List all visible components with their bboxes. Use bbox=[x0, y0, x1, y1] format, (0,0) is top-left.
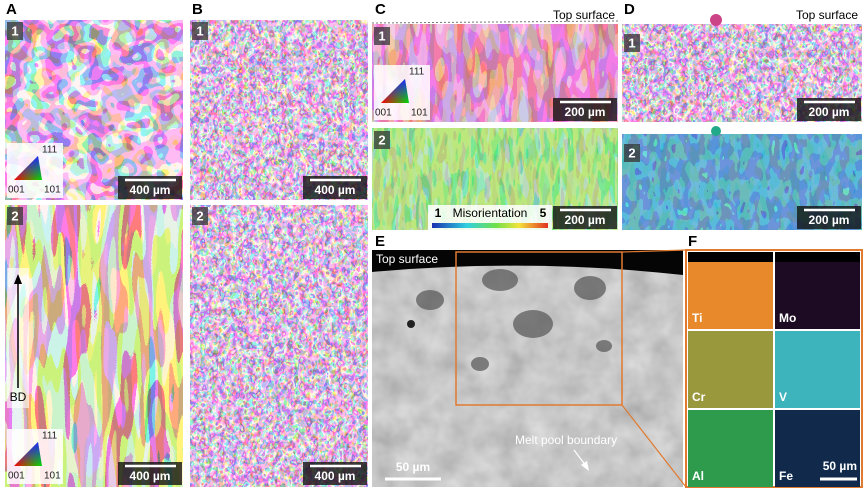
ebsd-map bbox=[190, 205, 368, 487]
ipf-label: 101 bbox=[411, 108, 428, 119]
pore bbox=[407, 320, 415, 328]
element-label: Ti bbox=[692, 311, 702, 325]
top-surface-region bbox=[688, 252, 773, 262]
sub-label: 2 bbox=[378, 132, 385, 147]
scale-bar-box bbox=[553, 98, 617, 121]
scale-bar-box bbox=[553, 206, 617, 229]
scale-bar-label: 400 µm bbox=[315, 469, 356, 483]
sub-label: 2 bbox=[11, 208, 18, 223]
ipf-label: 111 bbox=[42, 145, 58, 156]
eds-map bbox=[688, 410, 773, 487]
arrow-head bbox=[14, 274, 22, 284]
colorbar-max: 5 bbox=[540, 206, 547, 220]
scale-bar-box bbox=[303, 176, 367, 199]
panel-letter: D bbox=[624, 1, 635, 18]
direction-label: BD bbox=[10, 390, 27, 404]
eds-map bbox=[775, 410, 860, 487]
scale-bar-label: 50 µm bbox=[823, 459, 857, 473]
ipf-label: 101 bbox=[44, 471, 61, 482]
panel-letter: C bbox=[375, 1, 386, 18]
top-surface-region bbox=[372, 250, 683, 275]
annotation: Melt pool boundary bbox=[515, 433, 617, 447]
label-box bbox=[7, 22, 23, 40]
scale-bar-label: 200 µm bbox=[565, 213, 606, 227]
ipf-label: 001 bbox=[8, 471, 25, 482]
particle bbox=[710, 14, 722, 26]
panel-letter: F bbox=[688, 233, 697, 250]
scale-bar-box bbox=[797, 206, 861, 229]
scale-bar-label: 400 µm bbox=[130, 183, 171, 197]
dendrites bbox=[416, 269, 612, 371]
particle bbox=[711, 126, 721, 136]
scale-bar-label: 200 µm bbox=[565, 105, 606, 119]
label-box bbox=[7, 207, 23, 225]
sub-label: 1 bbox=[628, 35, 635, 50]
sub-label: 1 bbox=[11, 23, 18, 38]
surface-line bbox=[371, 20, 619, 24]
scale-bar-box bbox=[303, 462, 367, 485]
scale-bar-box bbox=[118, 176, 182, 199]
zoom-line bbox=[621, 249, 687, 253]
eds-map bbox=[688, 331, 773, 408]
sub-label: 1 bbox=[196, 23, 203, 38]
panel-letter: E bbox=[375, 233, 385, 250]
top-surface-region bbox=[775, 252, 860, 262]
scale-bar-label: 200 µm bbox=[809, 105, 850, 119]
scale-bar-label: 200 µm bbox=[809, 213, 850, 227]
element-label: Fe bbox=[779, 469, 793, 483]
annotation: Top surface bbox=[553, 8, 615, 22]
colorbar-title: Misorientation bbox=[453, 206, 528, 220]
label-box bbox=[192, 22, 208, 40]
colorbar bbox=[432, 223, 548, 228]
panel-letter: B bbox=[192, 1, 203, 18]
element-label: Mo bbox=[779, 311, 796, 325]
zoom-line bbox=[621, 404, 687, 488]
eds-map bbox=[775, 331, 860, 408]
eds-maps: Ti Mo Cr V Al Fe bbox=[688, 252, 860, 487]
ipf-label: 111 bbox=[409, 67, 425, 78]
element-label: Al bbox=[692, 469, 704, 483]
element-label: V bbox=[779, 390, 787, 404]
arrow-head bbox=[581, 461, 589, 471]
zoom-box bbox=[455, 251, 623, 406]
sub-label: 2 bbox=[628, 145, 635, 160]
label-box bbox=[374, 131, 390, 149]
scale-bar-box bbox=[797, 98, 861, 121]
scale-bar-label: 50 µm bbox=[396, 460, 430, 474]
sem-image bbox=[372, 250, 683, 487]
sub-label: 2 bbox=[196, 208, 203, 223]
annotation: Top surface bbox=[376, 252, 438, 266]
scale-bar-label: 400 µm bbox=[315, 183, 356, 197]
colorbar-min: 1 bbox=[435, 206, 442, 220]
label-box bbox=[374, 27, 390, 45]
label-box bbox=[624, 34, 640, 52]
ipf-label: 001 bbox=[8, 185, 25, 196]
ipf-label: 001 bbox=[375, 108, 392, 119]
ebsd-map bbox=[190, 20, 368, 200]
scale-bar-label: 400 µm bbox=[130, 469, 171, 483]
sub-label: 1 bbox=[378, 28, 385, 43]
eds-map bbox=[775, 252, 860, 329]
element-label: Cr bbox=[692, 390, 706, 404]
annotation: Top surface bbox=[796, 8, 858, 22]
label-box bbox=[192, 207, 208, 225]
ipf-label: 101 bbox=[44, 185, 61, 196]
ipf-label: 111 bbox=[42, 431, 58, 442]
scale-bar-box bbox=[118, 462, 182, 485]
eds-map bbox=[688, 252, 773, 329]
label-box bbox=[624, 144, 640, 162]
panel-letter: A bbox=[6, 1, 17, 18]
